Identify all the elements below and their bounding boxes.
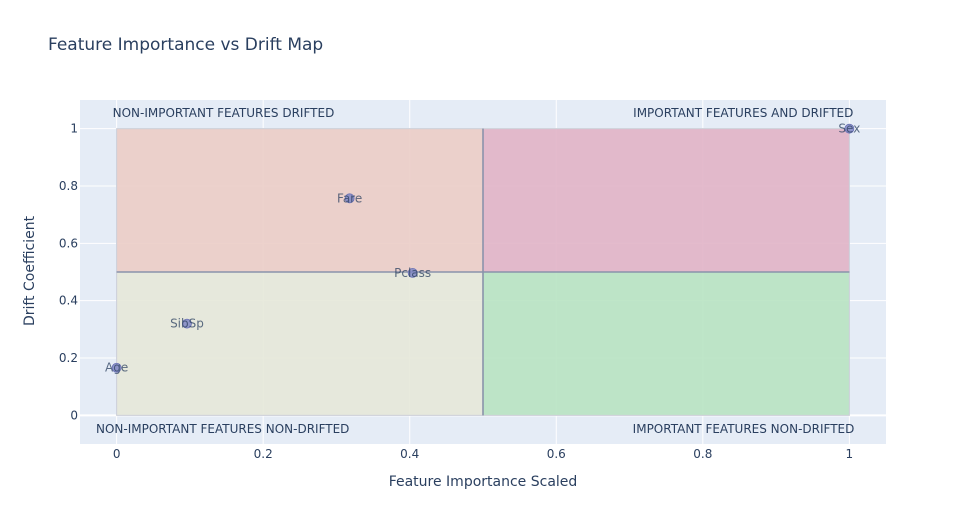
x-tick-label: 0 (113, 447, 121, 461)
quadrant-region-1 (482, 128, 850, 273)
x-tick-label: 0.4 (400, 447, 419, 461)
quadrant-labels: NON-IMPORTANT FEATURES DRIFTED IMPORTANT … (96, 106, 854, 436)
quadrant-region-0 (116, 128, 484, 273)
x-axis-ticks: 0 0.2 0.4 0.6 0.8 1 (113, 447, 853, 461)
x-tick-label: 0.2 (254, 447, 273, 461)
point-label-age: Age (105, 361, 128, 375)
data-points: Sex Fare Pclass SibSp Age (105, 122, 860, 375)
quadrant-label-2: NON-IMPORTANT FEATURES NON-DRIFTED (96, 422, 349, 436)
point-label-fare: Fare (337, 191, 362, 205)
quadrant-region-3 (482, 271, 850, 416)
quadrant-label-0: NON-IMPORTANT FEATURES DRIFTED (113, 106, 335, 120)
quadrant-region-2 (116, 271, 484, 416)
quadrant-label-1: IMPORTANT FEATURES AND DRIFTED (633, 106, 853, 120)
y-axis-title: Drift Coefficient (22, 215, 38, 326)
data-point-sex[interactable] (844, 123, 855, 134)
point-label-sibsp: SibSp (170, 317, 204, 331)
y-axis-ticks: 0 0.2 0.4 0.6 0.8 1 (59, 122, 78, 423)
x-tick-label: 1 (846, 447, 854, 461)
quadrant-dividers (116, 128, 850, 416)
quadrant-regions (116, 128, 850, 416)
x-tick-label: 0.8 (693, 447, 712, 461)
y-tick-label: 0.4 (59, 294, 78, 308)
x-axis-title: Feature Importance Scaled (389, 474, 578, 490)
y-tick-label: 0.6 (59, 236, 78, 250)
x-tick-label: 0.6 (547, 447, 566, 461)
point-label-pclass: Pclass (394, 266, 431, 280)
y-tick-label: 1 (70, 122, 78, 136)
data-point-age[interactable] (111, 362, 122, 373)
y-tick-label: 0.8 (59, 179, 78, 193)
quadrant-label-3: IMPORTANT FEATURES NON-DRIFTED (633, 422, 855, 436)
y-tick-label: 0 (70, 408, 78, 422)
chart-title: Feature Importance vs Drift Map (48, 35, 323, 55)
data-point-sibsp[interactable] (182, 318, 192, 329)
data-point-fare[interactable] (344, 193, 355, 204)
data-point-pclass[interactable] (407, 267, 418, 278)
point-label-sex: Sex (838, 122, 860, 136)
y-tick-label: 0.2 (59, 351, 78, 365)
